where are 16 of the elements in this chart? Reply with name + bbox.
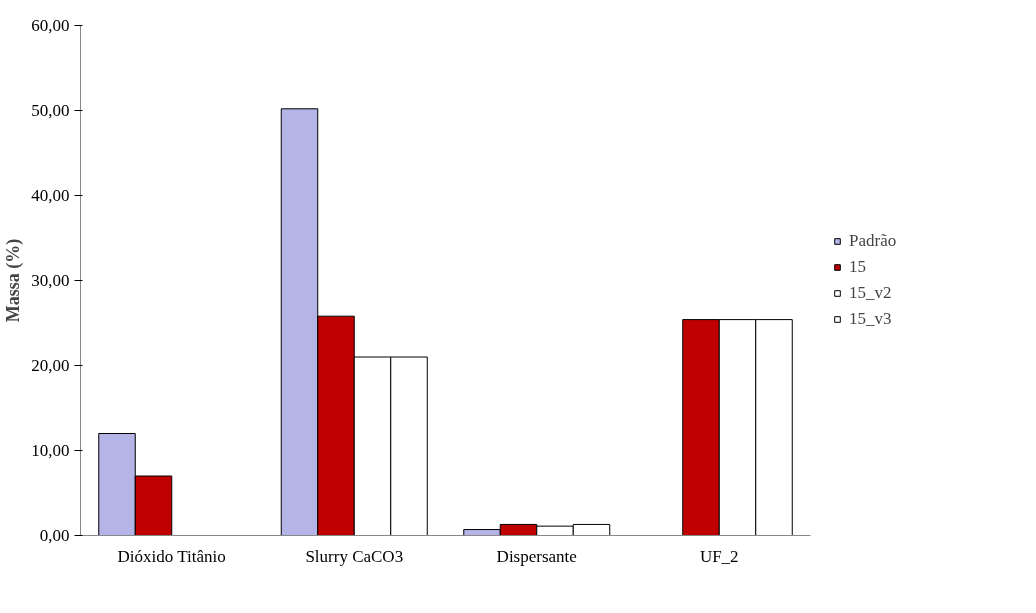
y-tick-label: 20,00: [31, 356, 70, 375]
legend-label: 15_v3: [849, 309, 892, 329]
x-tick-label: UF_2: [699, 546, 739, 566]
legend-label: 15: [849, 257, 867, 277]
x-tick-label: Dispersante: [496, 546, 577, 566]
y-tick-label: 0,00: [39, 526, 70, 545]
y-tick-label: 30,00: [31, 271, 70, 290]
y-tick-label: 60,00: [31, 16, 70, 35]
legend-label: 15_v2: [849, 283, 892, 303]
y-tick-label: 10,00: [31, 441, 70, 460]
legend-label: Padrão: [849, 231, 897, 251]
x-tick-label: Dióxido Titânio: [117, 546, 226, 566]
y-axis-title: Massa (%): [3, 238, 25, 323]
x-tick-label: Slurry CaCO3: [305, 546, 404, 566]
y-tick-label: 40,00: [31, 186, 70, 205]
y-tick-label: 50,00: [31, 101, 70, 120]
